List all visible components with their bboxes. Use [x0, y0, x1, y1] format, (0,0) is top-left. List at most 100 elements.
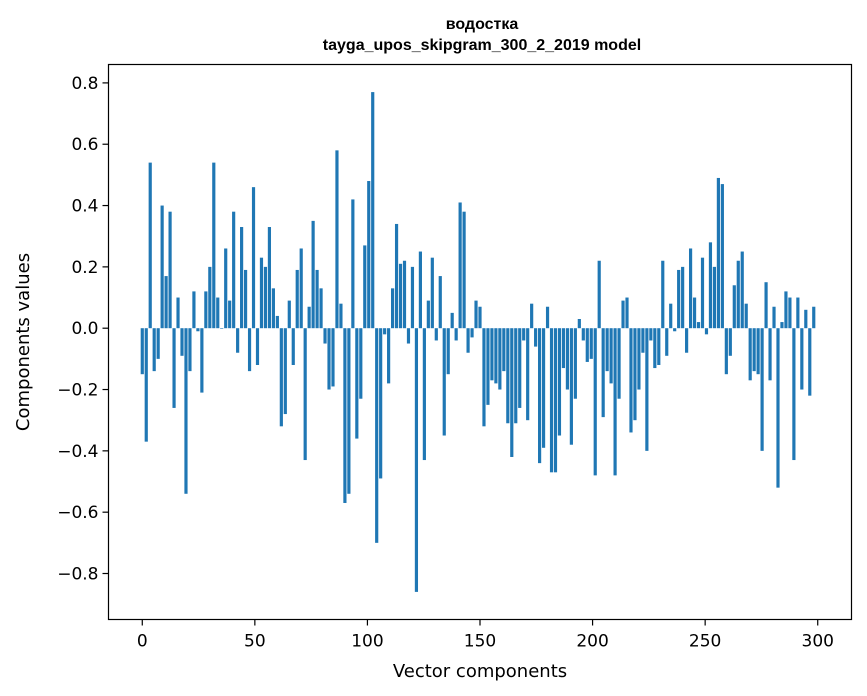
- bar: [538, 328, 542, 464]
- bar: [331, 328, 335, 387]
- bar: [398, 263, 403, 329]
- bar: [351, 199, 355, 329]
- bar: [522, 328, 526, 341]
- bar: [565, 328, 570, 390]
- x-tick-label: 300: [802, 632, 834, 652]
- y-tick-label: 0.6: [71, 135, 98, 155]
- bar: [760, 328, 764, 451]
- bar: [263, 266, 268, 329]
- bar: [585, 328, 589, 362]
- bar: [617, 328, 621, 399]
- bar: [243, 269, 248, 329]
- bar: [541, 328, 546, 448]
- bar: [442, 328, 446, 436]
- bar: [438, 276, 442, 329]
- bar: [494, 328, 498, 384]
- bar: [490, 328, 494, 381]
- bar: [673, 328, 677, 332]
- bar: [247, 328, 252, 372]
- bar: [271, 288, 275, 329]
- bar: [677, 269, 681, 329]
- bar: [168, 211, 172, 329]
- bar: [216, 297, 220, 329]
- bar: [180, 328, 184, 356]
- bar: [251, 187, 256, 329]
- bar: [800, 328, 804, 390]
- bar: [410, 266, 415, 329]
- bar: [363, 245, 367, 329]
- bar: [311, 220, 315, 329]
- bar: [466, 328, 470, 353]
- bar: [184, 328, 188, 494]
- bar: [267, 227, 272, 329]
- y-tick-label: 0.2: [71, 258, 98, 278]
- bar: [327, 328, 331, 390]
- bar: [788, 297, 792, 329]
- bar: [192, 291, 196, 329]
- bar: [279, 328, 283, 427]
- bar: [756, 328, 760, 375]
- bar: [545, 306, 550, 329]
- bar: [601, 328, 605, 418]
- bar: [589, 328, 593, 359]
- bar: [681, 266, 685, 329]
- bar: [458, 202, 462, 329]
- bar: [220, 328, 224, 329]
- bar: [665, 328, 669, 356]
- y-tick-label: 0.8: [71, 74, 98, 94]
- bar: [454, 328, 458, 341]
- bar: [140, 328, 144, 375]
- bar: [394, 223, 399, 329]
- bar: [291, 328, 295, 365]
- bar: [402, 260, 407, 329]
- bar: [518, 328, 522, 408]
- x-tick-label: 250: [689, 632, 721, 652]
- x-tick-label: 100: [351, 632, 383, 652]
- bar: [752, 328, 756, 372]
- y-tick-label: −0.8: [57, 565, 98, 585]
- bar: [621, 300, 625, 329]
- y-tick-label: −0.4: [57, 442, 98, 462]
- x-tick-label: 50: [244, 632, 266, 652]
- bar: [367, 181, 371, 329]
- bar: [347, 328, 351, 494]
- bar: [414, 328, 419, 592]
- bar: [812, 306, 816, 329]
- bar: [700, 257, 705, 329]
- y-tick-label: 0.0: [71, 319, 98, 339]
- bar: [732, 285, 736, 329]
- bar: [784, 291, 788, 329]
- bar: [208, 266, 212, 329]
- bar: [704, 328, 709, 335]
- bar: [240, 227, 244, 329]
- bar: [295, 269, 299, 329]
- bar: [315, 269, 319, 329]
- bar: [446, 328, 450, 375]
- bar: [164, 276, 168, 329]
- bar: [724, 328, 728, 375]
- bar: [335, 150, 339, 329]
- bar: [728, 328, 732, 356]
- bar: [406, 328, 411, 344]
- x-tick-label: 200: [576, 632, 608, 652]
- bar: [637, 328, 641, 390]
- bar: [661, 260, 665, 329]
- bar: [748, 328, 752, 381]
- bar: [645, 328, 649, 451]
- bar: [482, 328, 486, 427]
- bar: [625, 297, 629, 329]
- bar: [510, 328, 514, 457]
- bar: [796, 297, 800, 329]
- bar: [470, 328, 474, 338]
- bar: [387, 328, 391, 384]
- bar: [804, 309, 808, 329]
- bar: [379, 328, 383, 479]
- bar: [561, 328, 566, 369]
- bar: [720, 184, 724, 329]
- bar: [744, 303, 748, 329]
- bar: [657, 328, 661, 365]
- x-tick-label: 0: [137, 632, 148, 652]
- bar: [188, 328, 192, 372]
- bar: [772, 306, 776, 329]
